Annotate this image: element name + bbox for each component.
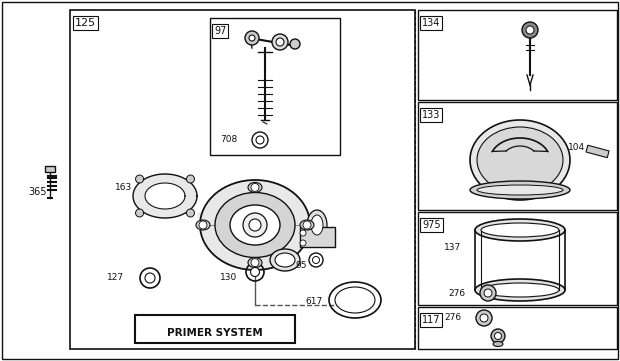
Text: 975: 975 <box>422 220 441 230</box>
Text: 95: 95 <box>295 261 306 270</box>
Ellipse shape <box>481 223 559 237</box>
Ellipse shape <box>196 220 210 230</box>
Ellipse shape <box>230 205 280 245</box>
Text: 97: 97 <box>214 26 226 36</box>
Circle shape <box>484 289 492 297</box>
Circle shape <box>250 268 260 277</box>
Circle shape <box>249 219 261 231</box>
Ellipse shape <box>311 215 323 235</box>
Bar <box>135 315 295 343</box>
Circle shape <box>249 35 255 41</box>
Text: PRIMER SYSTEM: PRIMER SYSTEM <box>167 328 263 338</box>
Ellipse shape <box>300 220 314 230</box>
Circle shape <box>312 257 319 264</box>
Circle shape <box>480 314 488 322</box>
Circle shape <box>290 39 300 49</box>
Circle shape <box>276 38 284 46</box>
Ellipse shape <box>215 192 295 257</box>
Text: 130: 130 <box>220 274 237 283</box>
Text: 617: 617 <box>305 297 322 306</box>
Text: 365: 365 <box>28 187 46 197</box>
Text: 125: 125 <box>75 18 96 28</box>
Ellipse shape <box>477 127 563 193</box>
Ellipse shape <box>481 283 559 297</box>
Text: 134: 134 <box>422 18 440 28</box>
Circle shape <box>476 310 492 326</box>
Text: 137: 137 <box>444 244 461 252</box>
Text: 133: 133 <box>422 110 440 120</box>
Circle shape <box>300 230 306 236</box>
Ellipse shape <box>275 253 295 267</box>
Circle shape <box>526 26 534 34</box>
Circle shape <box>187 209 195 217</box>
Bar <box>418 212 617 305</box>
Text: 127: 127 <box>107 274 124 283</box>
Ellipse shape <box>470 181 570 199</box>
Ellipse shape <box>475 219 565 241</box>
Text: eReplacementParts.com: eReplacementParts.com <box>197 210 324 220</box>
Bar <box>418 102 617 210</box>
Circle shape <box>243 213 267 237</box>
Circle shape <box>136 175 144 183</box>
Ellipse shape <box>493 342 503 347</box>
Ellipse shape <box>248 182 262 192</box>
Polygon shape <box>133 174 197 218</box>
Ellipse shape <box>477 185 563 195</box>
Bar <box>300 227 335 247</box>
Bar <box>45 166 55 172</box>
Circle shape <box>245 31 259 45</box>
Ellipse shape <box>335 287 375 313</box>
Circle shape <box>187 175 195 183</box>
Ellipse shape <box>248 258 262 268</box>
Text: 708: 708 <box>220 135 237 144</box>
Circle shape <box>145 273 155 283</box>
Bar <box>586 145 609 158</box>
Ellipse shape <box>475 279 565 301</box>
Bar <box>70 10 415 349</box>
Circle shape <box>251 183 259 191</box>
Ellipse shape <box>200 180 310 270</box>
Bar <box>210 18 340 155</box>
Circle shape <box>272 34 288 50</box>
Text: 163: 163 <box>115 183 132 192</box>
Circle shape <box>300 240 306 246</box>
Text: 276: 276 <box>448 288 465 297</box>
Circle shape <box>199 221 207 229</box>
Circle shape <box>251 258 259 267</box>
Circle shape <box>491 329 505 343</box>
Text: 104: 104 <box>568 144 585 152</box>
Circle shape <box>480 285 496 301</box>
Circle shape <box>136 209 144 217</box>
Ellipse shape <box>270 249 300 271</box>
Text: 117: 117 <box>422 315 440 325</box>
Ellipse shape <box>470 120 570 200</box>
Text: 276: 276 <box>444 313 461 322</box>
Circle shape <box>303 221 311 229</box>
Circle shape <box>522 22 538 38</box>
Circle shape <box>495 332 502 339</box>
Polygon shape <box>145 183 185 209</box>
Bar <box>418 10 617 100</box>
Ellipse shape <box>307 210 327 240</box>
Bar <box>418 307 617 349</box>
